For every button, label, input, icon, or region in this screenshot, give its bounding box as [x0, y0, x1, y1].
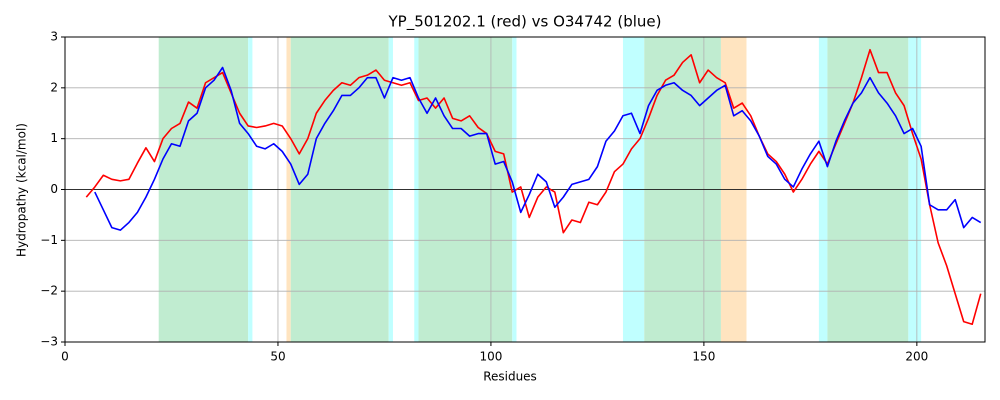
- y-tick-label: −2: [40, 284, 58, 298]
- plot-frame: [64, 36, 986, 343]
- x-tick-label: 200: [905, 350, 928, 364]
- foreground-layer: −3 −2 −1 0 1 2 3 0 50 100 150 200: [40, 30, 986, 364]
- y-tick-label: 3: [50, 30, 58, 44]
- x-tick-label: 100: [479, 350, 502, 364]
- y-tick-label: 0: [50, 182, 58, 196]
- y-tick-label: 2: [50, 80, 58, 94]
- y-axis-label: Hydropathy (kcal/mol): [15, 123, 29, 257]
- x-tick-label: 0: [61, 350, 69, 364]
- x-tick-label: 150: [692, 350, 715, 364]
- chart-title: YP_501202.1 (red) vs O34742 (blue): [388, 13, 662, 32]
- y-tick-label: −1: [40, 233, 58, 247]
- y-tick-label: −3: [40, 335, 58, 349]
- y-tick-label: 1: [50, 131, 58, 145]
- data-line: [94, 66, 982, 231]
- x-axis-label: Residues: [483, 370, 537, 384]
- x-tick-label: 50: [270, 350, 285, 364]
